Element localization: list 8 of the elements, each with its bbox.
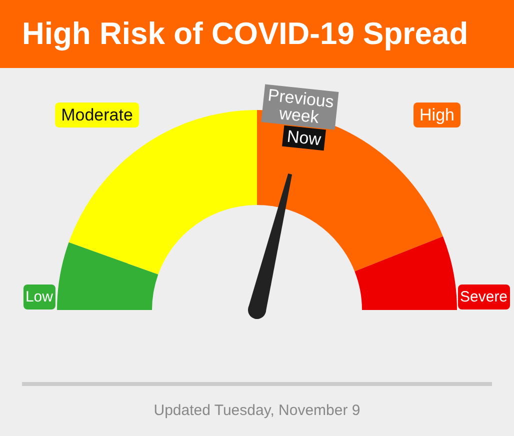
slice-label: High <box>414 102 460 128</box>
slice-label: Moderate <box>55 102 139 128</box>
slice-label: Low <box>23 284 55 310</box>
text: Updated Tuesday, November 9 <box>152 402 362 419</box>
slice-label: Severe <box>458 284 510 310</box>
text: Now <box>282 125 326 151</box>
chart-title: High Risk of COVID-19 Spread <box>0 0 514 68</box>
text: Previous week <box>260 84 338 130</box>
